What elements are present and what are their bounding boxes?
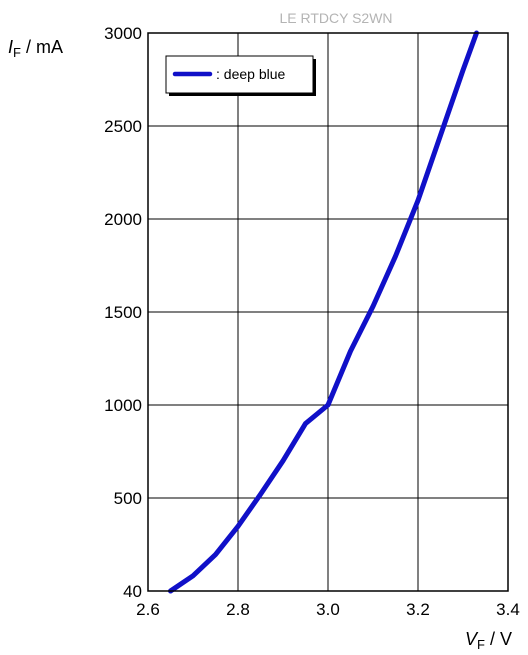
x-axis-subscript: F xyxy=(477,637,485,652)
x-tick-label: 3.0 xyxy=(316,600,340,619)
y-tick-label: 1000 xyxy=(104,396,142,415)
plot-frame xyxy=(147,32,509,592)
series-layer xyxy=(168,30,479,594)
y-tick-label: 3000 xyxy=(104,24,142,43)
y-tick-label: 2500 xyxy=(104,117,142,136)
grid-lines xyxy=(148,33,508,591)
x-axis-unit: / V xyxy=(485,629,512,649)
y-tick-label: 2000 xyxy=(104,210,142,229)
y-axis-subscript: F xyxy=(13,45,21,60)
x-tick-label: 2.6 xyxy=(136,600,160,619)
legend-label: : deep blue xyxy=(216,66,285,82)
legend: : deep blue xyxy=(165,55,316,96)
x-tick-label: 3.2 xyxy=(406,600,430,619)
x-tick-label: 2.8 xyxy=(226,600,250,619)
y-axis-symbol: I xyxy=(8,37,13,57)
x-tick-label: 3.4 xyxy=(496,600,520,619)
y-axis-ticks: 40 500 1000 1500 2000 2500 3000 xyxy=(104,24,142,601)
series-line xyxy=(168,30,479,594)
watermark-text: LE RTDCY S2WN xyxy=(279,10,392,26)
y-tick-label: 1500 xyxy=(104,303,142,322)
y-axis-title: IF / mA xyxy=(8,37,63,60)
x-axis-title: VF / V xyxy=(465,629,512,652)
y-tick-label: 500 xyxy=(114,489,142,508)
y-tick-label: 40 xyxy=(123,582,142,601)
x-axis-ticks: 2.6 2.8 3.0 3.2 3.4 xyxy=(136,600,520,619)
y-axis-unit: / mA xyxy=(21,37,63,57)
x-axis-symbol: V xyxy=(465,629,479,649)
